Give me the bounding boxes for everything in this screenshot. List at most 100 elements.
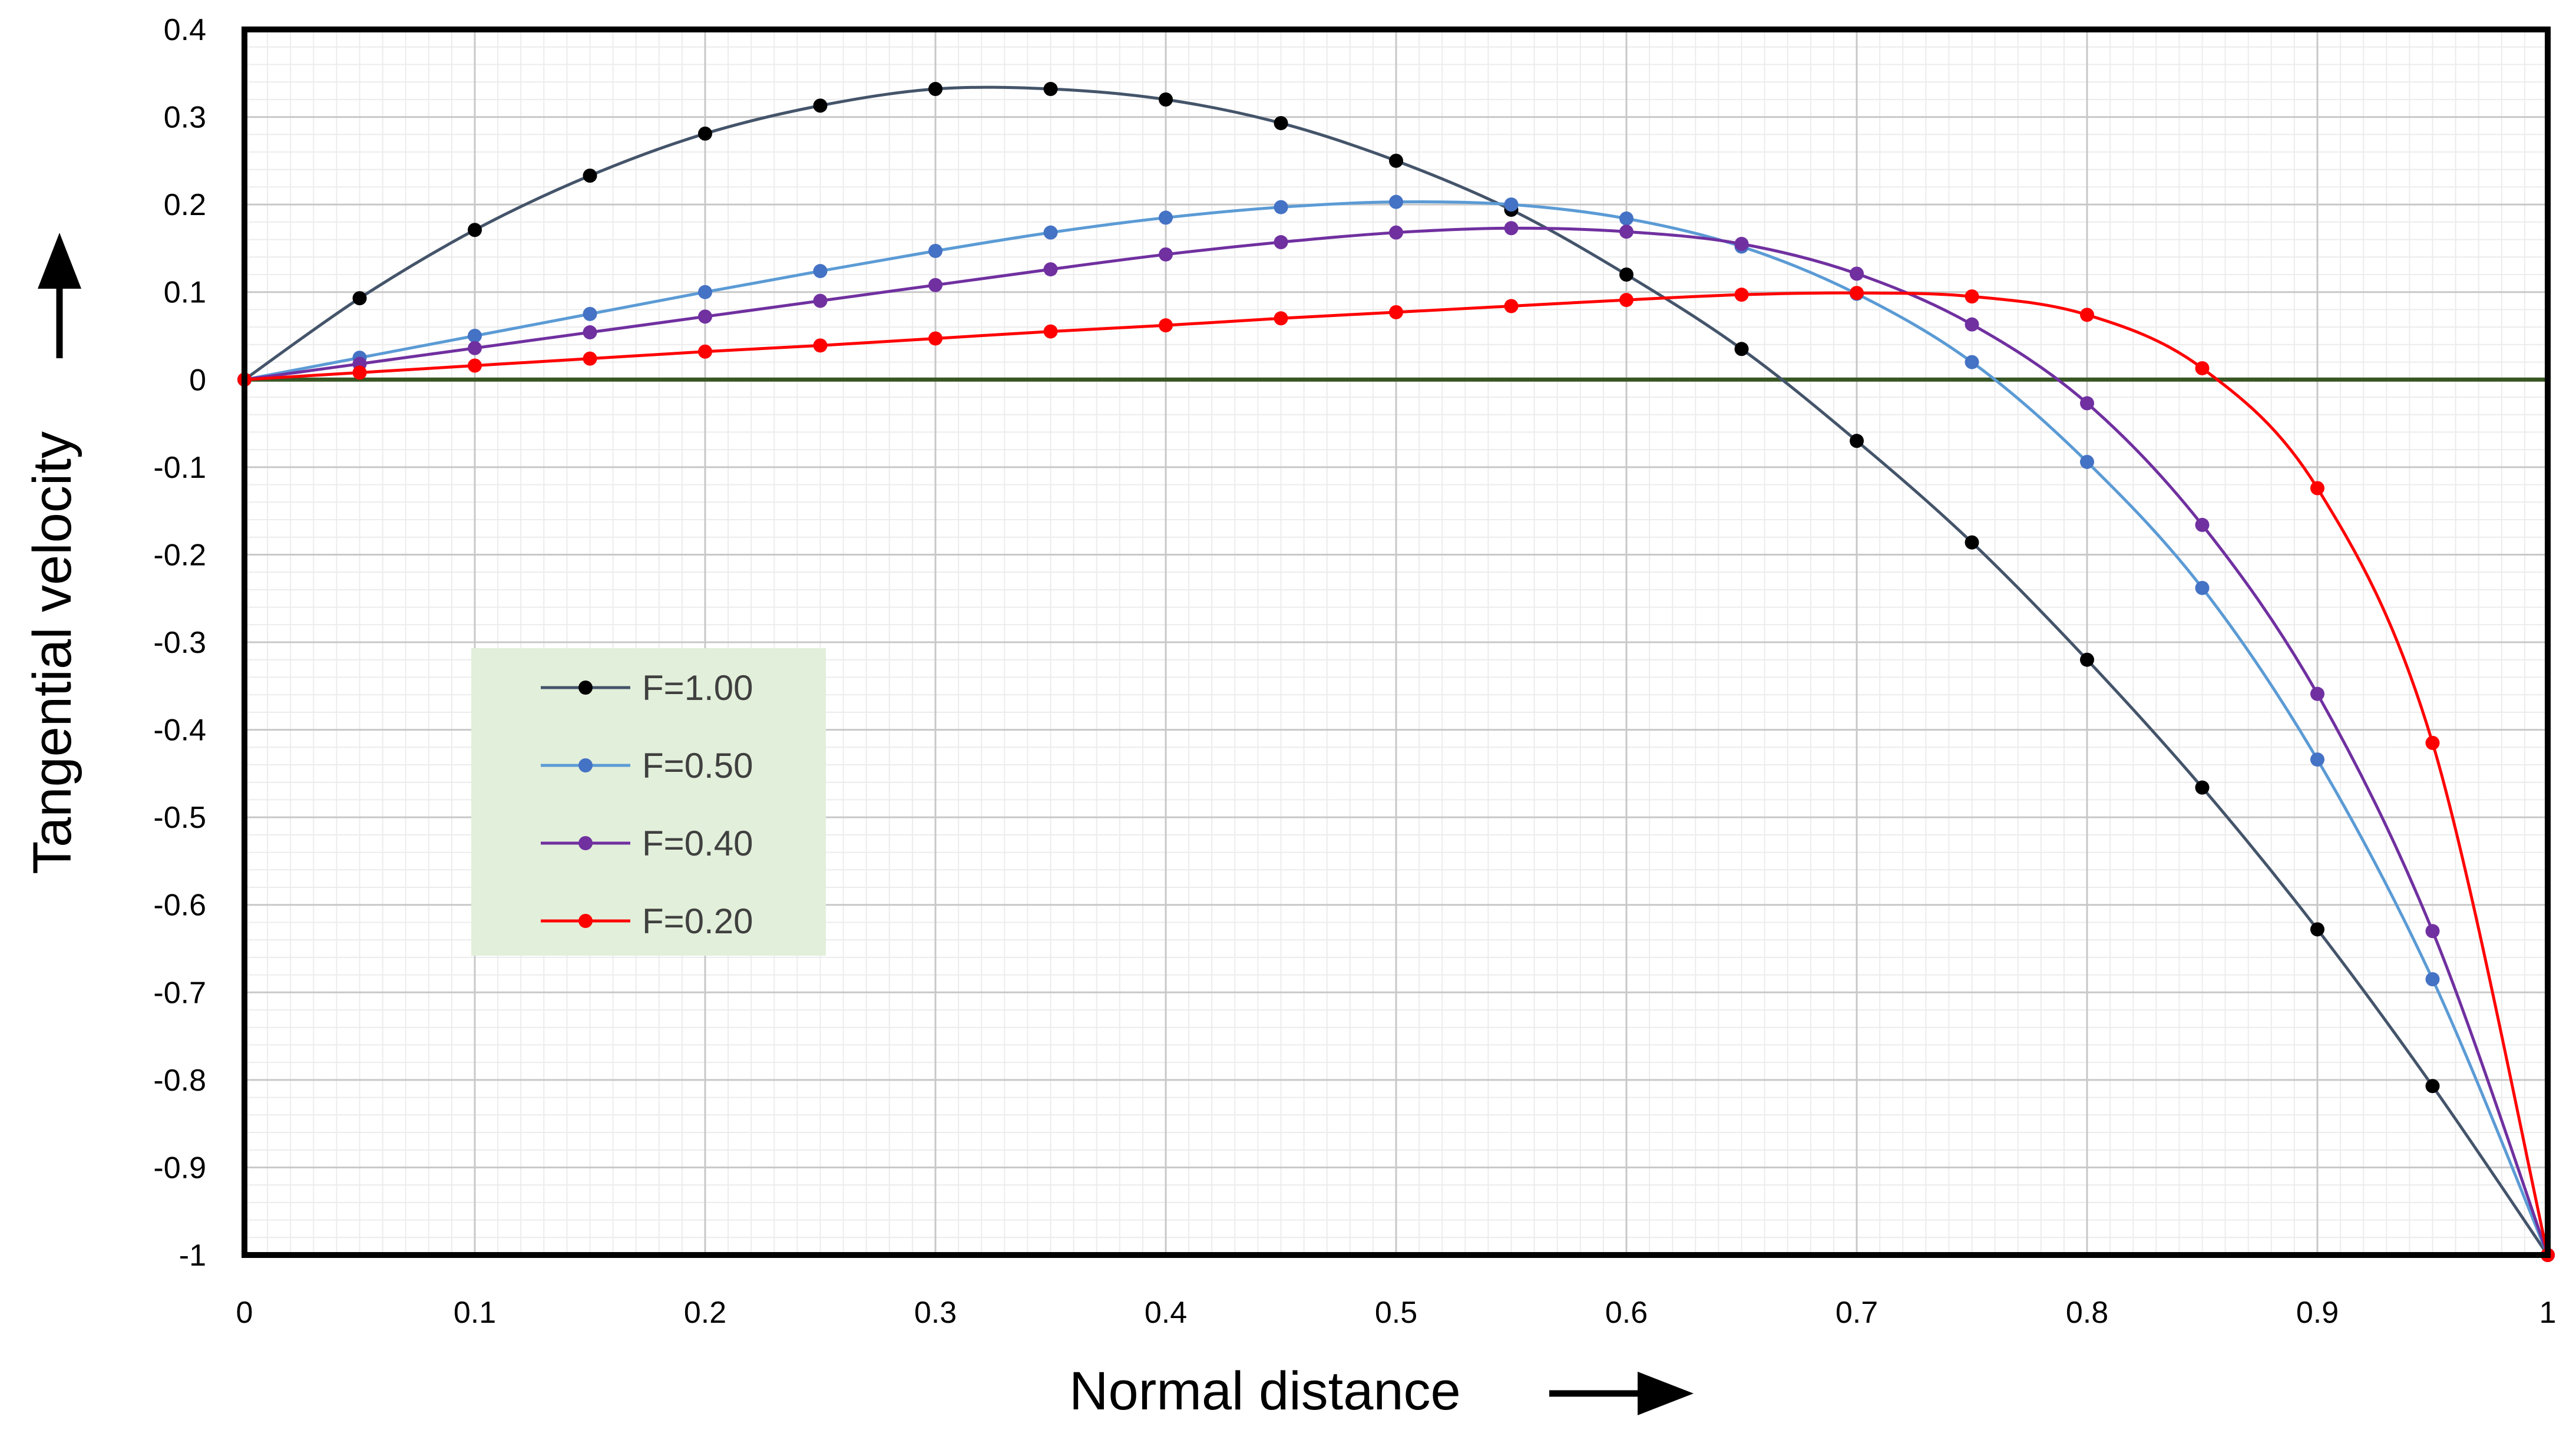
data-point [2195, 580, 2210, 595]
data-point [1619, 211, 1633, 226]
y-tick-label: -0.2 [153, 538, 206, 572]
data-point [1043, 262, 1058, 277]
data-point [1159, 210, 1173, 225]
data-point [2310, 481, 2324, 496]
x-tick-label: 0.5 [1375, 1296, 1417, 1330]
x-axis-arrow-icon [1549, 1372, 1694, 1415]
data-point [698, 285, 712, 299]
legend-marker [578, 836, 593, 850]
data-point [813, 338, 828, 353]
y-axis-arrow-icon [38, 233, 81, 358]
data-point [583, 306, 597, 321]
data-point [352, 365, 367, 380]
x-tick-label: 0.7 [1836, 1296, 1878, 1330]
x-tick-label: 1 [2539, 1296, 2557, 1330]
data-point [2425, 924, 2440, 939]
data-point [2080, 454, 2094, 469]
legend-label: F=0.20 [642, 901, 753, 941]
data-point [1965, 535, 1979, 550]
y-tick-label: -0.4 [153, 714, 206, 748]
x-tick-label: 0.1 [454, 1296, 496, 1330]
y-tick-label: -0.7 [153, 976, 206, 1010]
y-tick-label: -0.8 [153, 1064, 206, 1098]
data-point [1389, 153, 1403, 168]
legend-item: F=0.20 [541, 901, 753, 941]
data-point [2195, 361, 2210, 375]
y-tick-label: -0.6 [153, 889, 206, 923]
data-point [1619, 267, 1633, 282]
legend-background [471, 648, 826, 956]
data-point [2195, 780, 2210, 795]
x-tick-label: 0.9 [2296, 1296, 2339, 1330]
x-tick-label: 0.6 [1605, 1296, 1648, 1330]
data-point [1850, 266, 1864, 281]
data-point [468, 223, 482, 237]
data-point [928, 82, 943, 97]
data-point [1043, 225, 1058, 240]
data-point [1965, 355, 1979, 369]
data-point [468, 358, 482, 373]
legend-label: F=1.00 [642, 668, 753, 708]
y-tick-label: -0.1 [153, 451, 206, 485]
data-point [1734, 237, 1749, 251]
legend-label: F=0.50 [642, 746, 753, 785]
data-point [813, 293, 828, 308]
data-point [928, 243, 943, 258]
x-tick-label: 0.8 [2066, 1296, 2108, 1330]
data-point [1159, 92, 1173, 107]
legend-item: F=0.40 [541, 824, 753, 863]
y-axis-tick-labels: 0.4 0.3 0.2 0.1 0 -0.1 -0.2 -0.3 -0.4 -0.5 -0.6 -0.… [153, 13, 206, 1273]
data-point [698, 126, 712, 141]
x-tick-label: 0.2 [684, 1296, 726, 1330]
data-point [1965, 289, 1979, 304]
data-point [1389, 225, 1403, 240]
y-tick-label: 0 [189, 363, 206, 397]
data-point [583, 169, 597, 183]
x-tick-label: 0 [236, 1296, 253, 1330]
data-point [468, 329, 482, 343]
x-tick-label: 0.4 [1145, 1296, 1187, 1330]
data-point [1850, 434, 1864, 448]
data-point [2080, 396, 2094, 411]
data-point [2310, 686, 2324, 701]
data-point [468, 341, 482, 355]
data-point [1619, 293, 1633, 308]
x-axis-title: Normal distance [1069, 1361, 1461, 1421]
data-point [813, 98, 828, 113]
data-point [1274, 200, 1288, 214]
data-point [1389, 305, 1403, 319]
series-f-0-20 [237, 286, 2555, 1262]
legend: F=1.00 F=0.50 F=0.40 F=0.20 [471, 648, 826, 956]
data-point [1043, 324, 1058, 339]
legend-item: F=1.00 [541, 668, 753, 708]
series-line [244, 200, 2549, 1256]
data-point [928, 278, 943, 292]
y-tick-label: -1 [179, 1239, 206, 1273]
legend-marker [578, 758, 593, 772]
data-point [1159, 318, 1173, 333]
data-point [1389, 194, 1403, 209]
y-tick-label: 0.3 [164, 101, 206, 135]
data-point [1274, 235, 1288, 250]
data-point [1274, 115, 1288, 130]
y-tick-label: 0.2 [164, 188, 206, 222]
data-point [1159, 247, 1173, 262]
y-tick-label: -0.3 [153, 626, 206, 660]
data-point [1734, 288, 1749, 302]
data-point [2310, 922, 2324, 937]
x-axis-tick-labels: 0 0.1 0.2 0.3 0.4 0.5 0.6 0.7 0.8 0.9 1 [236, 1296, 2557, 1330]
data-point [2080, 308, 2094, 322]
y-axis-title: Tangential velocity [22, 431, 82, 874]
y-tick-label: -0.9 [153, 1151, 206, 1185]
data-point [2195, 517, 2210, 532]
data-point [2425, 972, 2440, 986]
data-point [1504, 221, 1519, 236]
plot-area-border [242, 27, 2551, 1258]
data-point [1850, 286, 1864, 300]
data-point [2425, 735, 2440, 750]
data-point [698, 309, 712, 324]
series-line [243, 85, 2549, 1256]
data-point [583, 325, 597, 340]
